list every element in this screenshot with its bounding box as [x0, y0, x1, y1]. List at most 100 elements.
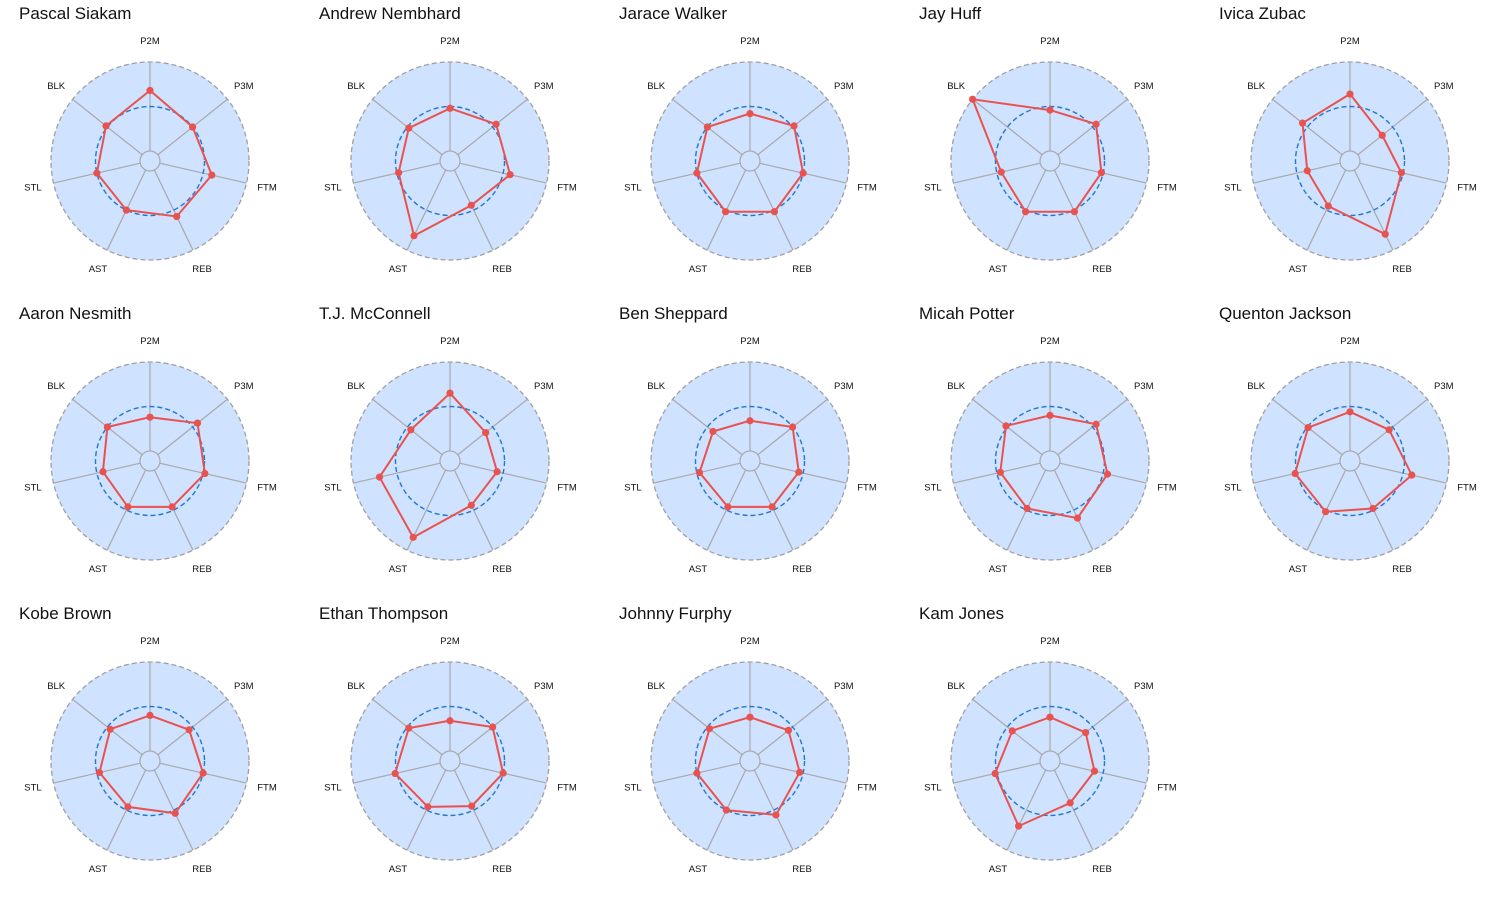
- data-point: [489, 723, 497, 731]
- data-point: [1002, 422, 1010, 430]
- data-point: [695, 468, 704, 477]
- axis-label: FTM: [857, 183, 877, 194]
- axis-label: P2M: [1040, 36, 1060, 47]
- radar-plot: P2M P3M FTM REB AST STL BLK: [624, 36, 877, 275]
- panel-title: Aaron Nesmith: [19, 304, 132, 323]
- series-line: [397, 107, 512, 238]
- axis-label: BLK: [647, 381, 666, 392]
- axis-label: AST: [89, 564, 108, 575]
- series-line: [95, 89, 213, 218]
- axis-spoke: [353, 462, 441, 484]
- axis-label: STL: [924, 183, 941, 194]
- axis-label: STL: [624, 783, 641, 794]
- data-point: [446, 104, 454, 112]
- data-point: [467, 201, 475, 209]
- axis-label: P3M: [1134, 681, 1154, 692]
- axis-label: STL: [1224, 483, 1241, 494]
- data-point: [405, 724, 413, 732]
- data-point: [709, 427, 717, 436]
- data-point: [968, 95, 977, 103]
- axis-spoke: [1272, 98, 1343, 156]
- data-point: [201, 469, 209, 478]
- axis-label: FTM: [557, 783, 577, 794]
- radar-center: [1339, 150, 1361, 172]
- axis-label: BLK: [347, 681, 366, 692]
- data-point: [721, 208, 730, 216]
- data-point: [796, 768, 804, 776]
- data-point: [168, 503, 176, 511]
- radar-plot: P2M P3M FTM REB AST STL BLK: [924, 636, 1177, 875]
- axis-label: FTM: [857, 483, 877, 494]
- axis-label: STL: [324, 183, 341, 194]
- radar-center: [139, 150, 161, 172]
- axis-label: FTM: [1457, 483, 1477, 494]
- axis-label: AST: [689, 564, 708, 575]
- axis-spoke: [1053, 469, 1094, 551]
- data-point: [405, 124, 413, 132]
- axis-label: P2M: [740, 636, 760, 647]
- radar-center: [1039, 450, 1061, 472]
- panel-title: T.J. McConnell: [319, 304, 431, 323]
- axis-label: BLK: [47, 381, 66, 392]
- data-point: [1369, 504, 1377, 513]
- radar-panel: Jay Huff P2M P3M FTM REB AST STL BLK: [900, 0, 1200, 300]
- axis-spoke: [53, 462, 141, 484]
- data-point: [705, 725, 714, 733]
- data-point: [1070, 208, 1079, 216]
- data-point: [493, 468, 501, 476]
- axis-label: AST: [389, 264, 408, 275]
- data-point: [1324, 202, 1332, 210]
- panel-title: Ben Sheppard: [619, 304, 728, 323]
- radar-plot: P2M P3M FTM REB AST STL BLK: [324, 636, 577, 875]
- radar-plot: P2M P3M FTM REB AST STL BLK: [24, 336, 277, 575]
- data-point: [722, 806, 730, 814]
- axis-label: AST: [389, 864, 408, 875]
- axis-label: FTM: [257, 783, 277, 794]
- axis-spoke: [972, 698, 1043, 756]
- data-point: [1304, 423, 1312, 432]
- axis-label: REB: [192, 264, 212, 275]
- radar-panel: Micah Potter P2M P3M FTM REB AST STL BLK: [900, 300, 1200, 600]
- data-point: [795, 468, 803, 476]
- axis-label: FTM: [857, 783, 877, 794]
- axis-label: FTM: [257, 183, 277, 194]
- axis-label: BLK: [947, 681, 966, 692]
- data-point: [693, 169, 701, 177]
- axis-label: P2M: [740, 36, 760, 47]
- axis-label: P3M: [234, 81, 254, 92]
- axis-spoke: [153, 169, 194, 251]
- reference-circle: [394, 705, 506, 817]
- axis-label: AST: [689, 864, 708, 875]
- axis-label: FTM: [557, 183, 577, 194]
- data-point: [375, 473, 384, 481]
- axis-label: REB: [1092, 864, 1112, 875]
- data-point: [991, 769, 999, 778]
- radar-panel: Kobe Brown P2M P3M FTM REB AST STL BLK: [0, 600, 300, 900]
- axis-label: STL: [24, 483, 41, 494]
- axis-label: BLK: [347, 81, 366, 92]
- data-point: [1046, 106, 1054, 114]
- axis-label: STL: [324, 783, 341, 794]
- axis-label: P3M: [1434, 81, 1454, 92]
- axis-label: BLK: [1247, 381, 1266, 392]
- axis-label: REB: [492, 564, 512, 575]
- axis-label: REB: [792, 264, 812, 275]
- axis-spoke: [672, 398, 743, 456]
- data-point: [391, 769, 399, 778]
- data-point: [1092, 420, 1100, 428]
- axis-label: STL: [624, 183, 641, 194]
- axis-label: FTM: [1157, 483, 1177, 494]
- data-point: [99, 468, 107, 476]
- axis-spoke: [1053, 769, 1094, 851]
- reference-circle: [994, 705, 1106, 817]
- radar-panel: Aaron Nesmith P2M P3M FTM REB AST STL BLK: [0, 300, 300, 600]
- data-point: [1046, 411, 1054, 419]
- axis-label: P3M: [534, 381, 554, 392]
- data-point: [784, 726, 793, 734]
- radar-panel: Jarace Walker P2M P3M FTM REB AST STL BLK: [600, 0, 900, 300]
- axis-spoke: [753, 769, 794, 851]
- axis-label: STL: [24, 783, 41, 794]
- series-line: [101, 416, 206, 508]
- data-point: [93, 169, 101, 177]
- axis-spoke: [953, 162, 1041, 184]
